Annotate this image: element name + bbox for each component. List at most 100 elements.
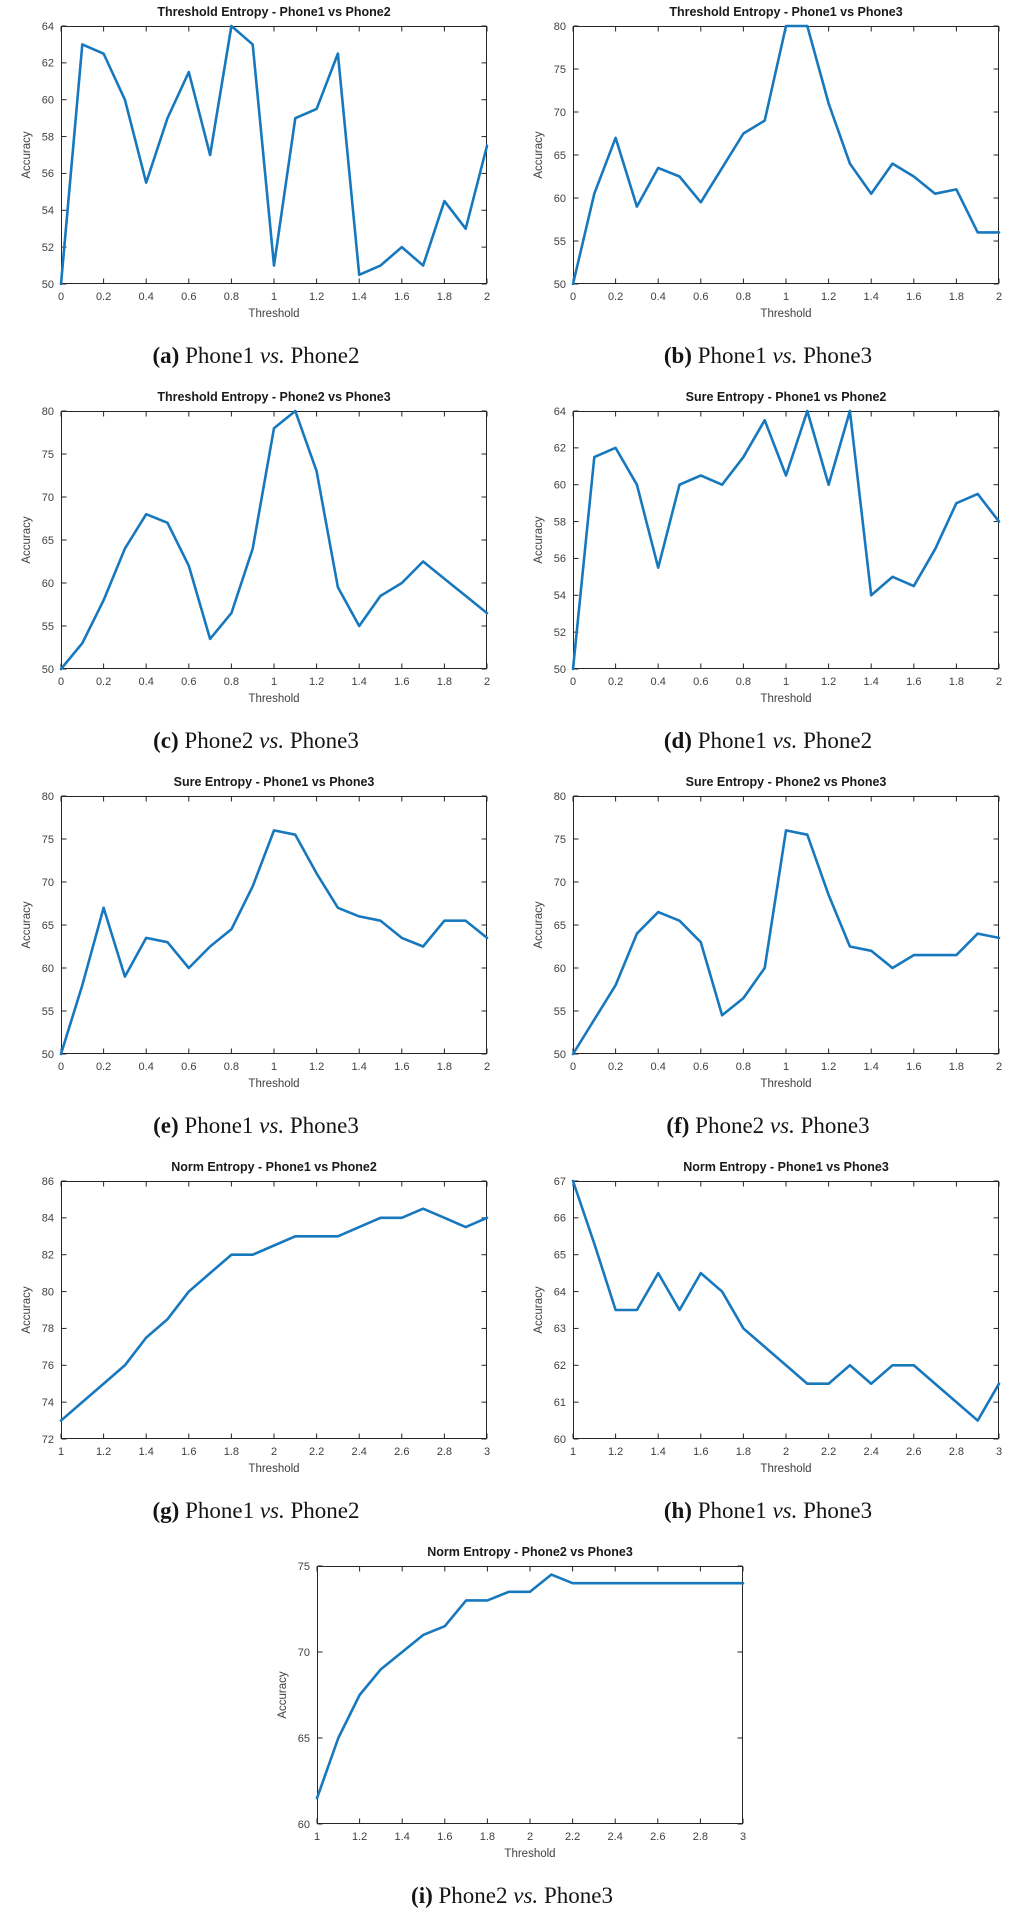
chart-h-canvas: Norm Entropy - Phone1 vs Phone3 1 1.2 1.4 1.… bbox=[529, 1157, 1007, 1494]
x-tick-label: 0 bbox=[58, 676, 64, 688]
x-tick-label: 1.4 bbox=[864, 676, 879, 688]
plot-border bbox=[61, 26, 487, 284]
data-line bbox=[59, 829, 489, 1056]
chart-g-plot: Norm Entropy - Phone1 vs Phone2 1 1.2 1.4 1.… bbox=[21, 1160, 490, 1475]
y-tick-label: 65 bbox=[298, 1733, 310, 1745]
y-tick-label: 62 bbox=[42, 58, 54, 70]
caption-label: (c) bbox=[153, 728, 179, 753]
x-tick-label: 0.4 bbox=[139, 291, 154, 303]
caption-label: (e) bbox=[153, 1113, 179, 1138]
x-tick-label: 2.2 bbox=[565, 1831, 580, 1843]
data-line bbox=[571, 1179, 1001, 1422]
figure-h-caption: (h) Phone1 vs. Phone3 bbox=[664, 1498, 872, 1524]
x-tick-label: 0.4 bbox=[651, 1061, 666, 1073]
caption-right-text: Phone3 bbox=[800, 1113, 870, 1138]
y-tick-label: 61 bbox=[554, 1397, 566, 1409]
y-tick-label: 65 bbox=[554, 150, 566, 162]
y-tick-label: 60 bbox=[42, 95, 54, 107]
y-tick-label: 62 bbox=[554, 443, 566, 455]
y-tick-label: 65 bbox=[554, 920, 566, 932]
y-tick-label: 58 bbox=[42, 131, 54, 143]
x-tick-label: 1.4 bbox=[651, 1446, 666, 1458]
figure-b-caption: (b) Phone1 vs. Phone3 bbox=[664, 343, 872, 369]
x-tick-label: 1.2 bbox=[821, 291, 836, 303]
y-tick-label: 54 bbox=[554, 590, 566, 602]
chart-g-canvas: Norm Entropy - Phone1 vs Phone2 1 1.2 1.4 1.… bbox=[17, 1157, 495, 1494]
y-axis-label: Accuracy bbox=[21, 516, 33, 564]
chart-c-canvas: Threshold Entropy - Phone2 vs Phone3 0 0.2… bbox=[17, 387, 495, 724]
y-tick-label: 50 bbox=[554, 664, 566, 676]
caption-vs-text: vs. bbox=[513, 1883, 539, 1908]
figure-b: Threshold Entropy - Phone1 vs Phone3 0 0.2… bbox=[529, 2, 1007, 369]
x-tick-label: 1.4 bbox=[352, 1061, 367, 1073]
caption-label: (g) bbox=[152, 1498, 180, 1523]
chart-i-plot: Norm Entropy - Phone2 vs Phone3 1 1.2 1.4 1.… bbox=[277, 1545, 746, 1860]
x-tick-label: 1.6 bbox=[906, 1061, 921, 1073]
x-tick-label: 1.8 bbox=[949, 291, 964, 303]
x-tick-label: 0.8 bbox=[224, 1061, 239, 1073]
chart-title: Norm Entropy - Phone1 vs Phone2 bbox=[171, 1160, 377, 1174]
x-tick-label: 2.6 bbox=[906, 1446, 921, 1458]
x-tick-label: 0.2 bbox=[608, 1061, 623, 1073]
y-tick-label: 67 bbox=[554, 1176, 566, 1188]
x-tick-label: 1 bbox=[271, 1061, 277, 1073]
caption-right-text: Phone3 bbox=[543, 1883, 613, 1908]
x-tick-label: 2 bbox=[484, 291, 490, 303]
y-axis-label: Accuracy bbox=[533, 516, 545, 564]
caption-right-text: Phone2 bbox=[803, 728, 873, 753]
y-tick-label: 60 bbox=[554, 193, 566, 205]
x-tick-label: 2.4 bbox=[608, 1831, 623, 1843]
x-tick-label: 0.2 bbox=[608, 676, 623, 688]
data-line bbox=[571, 409, 1001, 671]
caption-left-text: Phone2 bbox=[695, 1113, 765, 1138]
x-tick-label: 1.8 bbox=[224, 1446, 239, 1458]
figure-cell-b: Threshold Entropy - Phone1 vs Phone3 0 0.2… bbox=[512, 2, 1024, 387]
x-tick-label: 0.6 bbox=[693, 676, 708, 688]
y-tick-label: 50 bbox=[42, 664, 54, 676]
chart-title: Norm Entropy - Phone2 vs Phone3 bbox=[427, 1545, 633, 1559]
x-tick-label: 1.4 bbox=[352, 676, 367, 688]
figure-cell-c: Threshold Entropy - Phone2 vs Phone3 0 0.2… bbox=[0, 387, 512, 772]
x-tick-label: 1.8 bbox=[437, 1061, 452, 1073]
data-line bbox=[59, 24, 489, 286]
x-tick-label: 2.6 bbox=[650, 1831, 665, 1843]
x-tick-label: 2 bbox=[783, 1446, 789, 1458]
y-tick-label: 80 bbox=[42, 791, 54, 803]
x-tick-label: 1.8 bbox=[949, 1061, 964, 1073]
plot-border bbox=[573, 26, 999, 284]
x-tick-label: 1.2 bbox=[821, 676, 836, 688]
x-tick-label: 0.8 bbox=[736, 291, 751, 303]
x-tick-label: 3 bbox=[484, 1446, 490, 1458]
x-tick-label: 1.6 bbox=[906, 291, 921, 303]
y-tick-label: 55 bbox=[554, 1006, 566, 1018]
caption-right-text: Phone2 bbox=[290, 1498, 360, 1523]
caption-left-text: Phone2 bbox=[184, 728, 254, 753]
x-tick-label: 0.4 bbox=[139, 1061, 154, 1073]
x-tick-label: 0 bbox=[570, 1061, 576, 1073]
caption-label: (d) bbox=[663, 728, 692, 753]
y-tick-label: 66 bbox=[554, 1213, 566, 1225]
y-axis-label: Accuracy bbox=[21, 131, 33, 179]
y-tick-label: 70 bbox=[298, 1647, 310, 1659]
figure-i: Norm Entropy - Phone2 vs Phone3 1 1.2 1.4 1.… bbox=[273, 1542, 751, 1909]
chart-f-plot: Sure Entropy - Phone2 vs Phone3 0 0.2 0.4 0.… bbox=[533, 775, 1002, 1090]
plot-border bbox=[61, 1181, 487, 1439]
x-tick-label: 1 bbox=[783, 1061, 789, 1073]
figure-cell-i: Norm Entropy - Phone2 vs Phone3 1 1.2 1.4 1.… bbox=[256, 1542, 768, 1911]
chart-b-canvas: Threshold Entropy - Phone1 vs Phone3 0 0.2… bbox=[529, 2, 1007, 339]
figure-e: Sure Entropy - Phone1 vs Phone3 0 0.2 0.4 0.… bbox=[17, 772, 495, 1139]
chart-c-plot: Threshold Entropy - Phone2 vs Phone3 0 0.2… bbox=[21, 390, 490, 705]
x-tick-label: 1.6 bbox=[181, 1446, 196, 1458]
plot-border bbox=[573, 411, 999, 669]
y-tick-label: 84 bbox=[42, 1213, 54, 1225]
y-tick-label: 75 bbox=[554, 64, 566, 76]
x-axis-label: Threshold bbox=[248, 308, 299, 320]
figure-g-caption: (g) Phone1 vs. Phone2 bbox=[153, 1498, 360, 1524]
caption-vs-text: vs. bbox=[259, 728, 285, 753]
x-axis-label: Threshold bbox=[760, 1078, 811, 1090]
y-tick-label: 75 bbox=[298, 1561, 310, 1573]
x-tick-label: 3 bbox=[740, 1831, 746, 1843]
chart-d-canvas: Sure Entropy - Phone1 vs Phone2 0 0.2 0.4 0.… bbox=[529, 387, 1007, 724]
caption-label: (h) bbox=[663, 1498, 692, 1523]
caption-vs-text: vs. bbox=[772, 1498, 798, 1523]
